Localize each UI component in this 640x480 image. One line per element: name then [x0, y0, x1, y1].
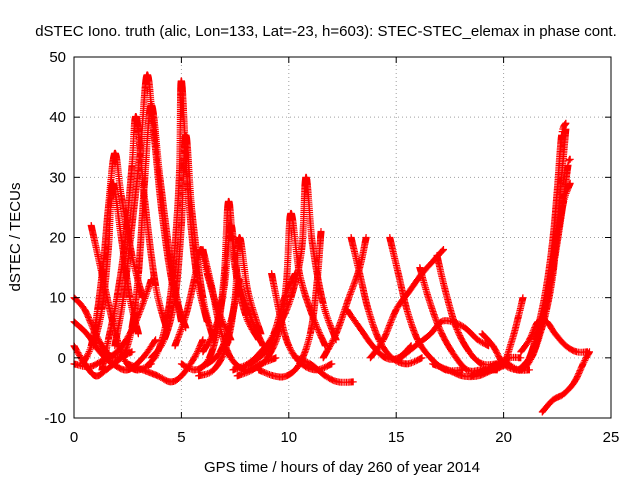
series-markers [433, 252, 501, 369]
series-markers [517, 316, 591, 356]
y-tick-label: 30 [49, 169, 66, 186]
series-markers [255, 228, 325, 381]
x-tick-label: 25 [603, 429, 620, 446]
series-arc18 [195, 234, 265, 380]
series-arc41 [517, 179, 574, 374]
y-tick-label: 10 [49, 290, 66, 307]
grid [74, 57, 611, 418]
x-tick-label: 20 [495, 429, 512, 446]
series-arc12 [147, 131, 218, 362]
series-markers [147, 131, 218, 362]
series-markers [98, 113, 170, 374]
series-markers [319, 234, 370, 362]
series-arc43 [538, 348, 593, 416]
x-tick-label: 5 [177, 429, 185, 446]
series-arc42 [517, 316, 591, 356]
y-tick-label: 50 [49, 49, 66, 66]
series-arc22 [246, 173, 340, 368]
series-markers [291, 354, 357, 386]
series-arc26 [319, 234, 370, 362]
x-axis-label: GPS time / hours of day 260 of year 2014 [204, 459, 480, 476]
x-tick-label: 0 [70, 429, 78, 446]
series-markers [517, 179, 574, 374]
series-markers [195, 234, 265, 380]
series-arc25 [291, 354, 357, 386]
series-arc37 [489, 294, 527, 374]
y-axis-label: dSTEC / TECUs [7, 183, 24, 292]
y-tick-label: 20 [49, 230, 66, 247]
chart-title: dSTEC Iono. truth (alic, Lon=133, Lat=-2… [35, 23, 617, 40]
series-markers [246, 173, 340, 368]
series-markers [489, 294, 527, 374]
y-tick-label: 0 [58, 350, 66, 367]
series-arc33 [433, 252, 501, 369]
data-layer [70, 71, 593, 416]
series-markers [538, 348, 593, 416]
y-tick-label: -10 [44, 410, 66, 427]
x-tick-label: 10 [280, 429, 297, 446]
x-tick-label: 15 [388, 429, 405, 446]
series-arc08 [98, 113, 170, 374]
y-tick-label: 40 [49, 109, 66, 126]
series-arc23 [255, 228, 325, 381]
